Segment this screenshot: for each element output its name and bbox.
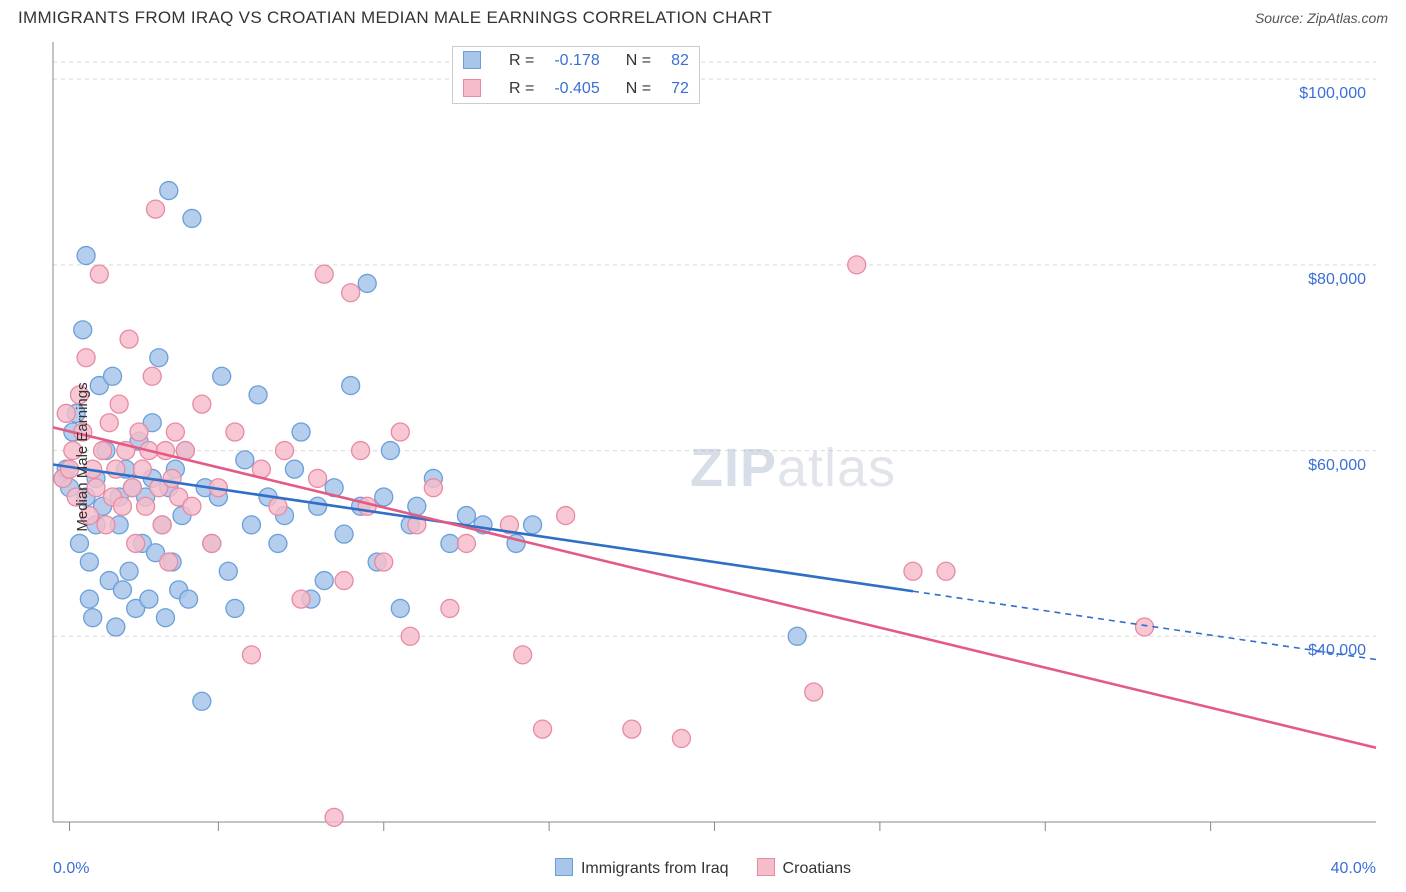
correlation-legend: R =-0.178N =82R =-0.405N =72 [452, 46, 700, 104]
chart-area: Median Male Earnings ZIPatlas R =-0.178N… [0, 32, 1406, 882]
legend-item: Croatians [757, 858, 851, 878]
y-tick-label: $80,000 [1308, 271, 1366, 289]
x-axis-max-label: 40.0% [1331, 860, 1376, 878]
series-legend: Immigrants from Iraq Croatians [555, 858, 851, 878]
y-tick-label: $60,000 [1308, 457, 1366, 475]
y-tick-label: $100,000 [1299, 85, 1366, 103]
chart-title: IMMIGRANTS FROM IRAQ VS CROATIAN MEDIAN … [18, 8, 772, 28]
x-axis-min-label: 0.0% [53, 860, 89, 878]
y-tick-label: $40,000 [1308, 642, 1366, 660]
scatter-plot-svg [0, 32, 1406, 882]
y-axis-label: Median Male Earnings [74, 382, 91, 531]
chart-source: Source: ZipAtlas.com [1255, 10, 1388, 26]
legend-item: Immigrants from Iraq [555, 858, 729, 878]
